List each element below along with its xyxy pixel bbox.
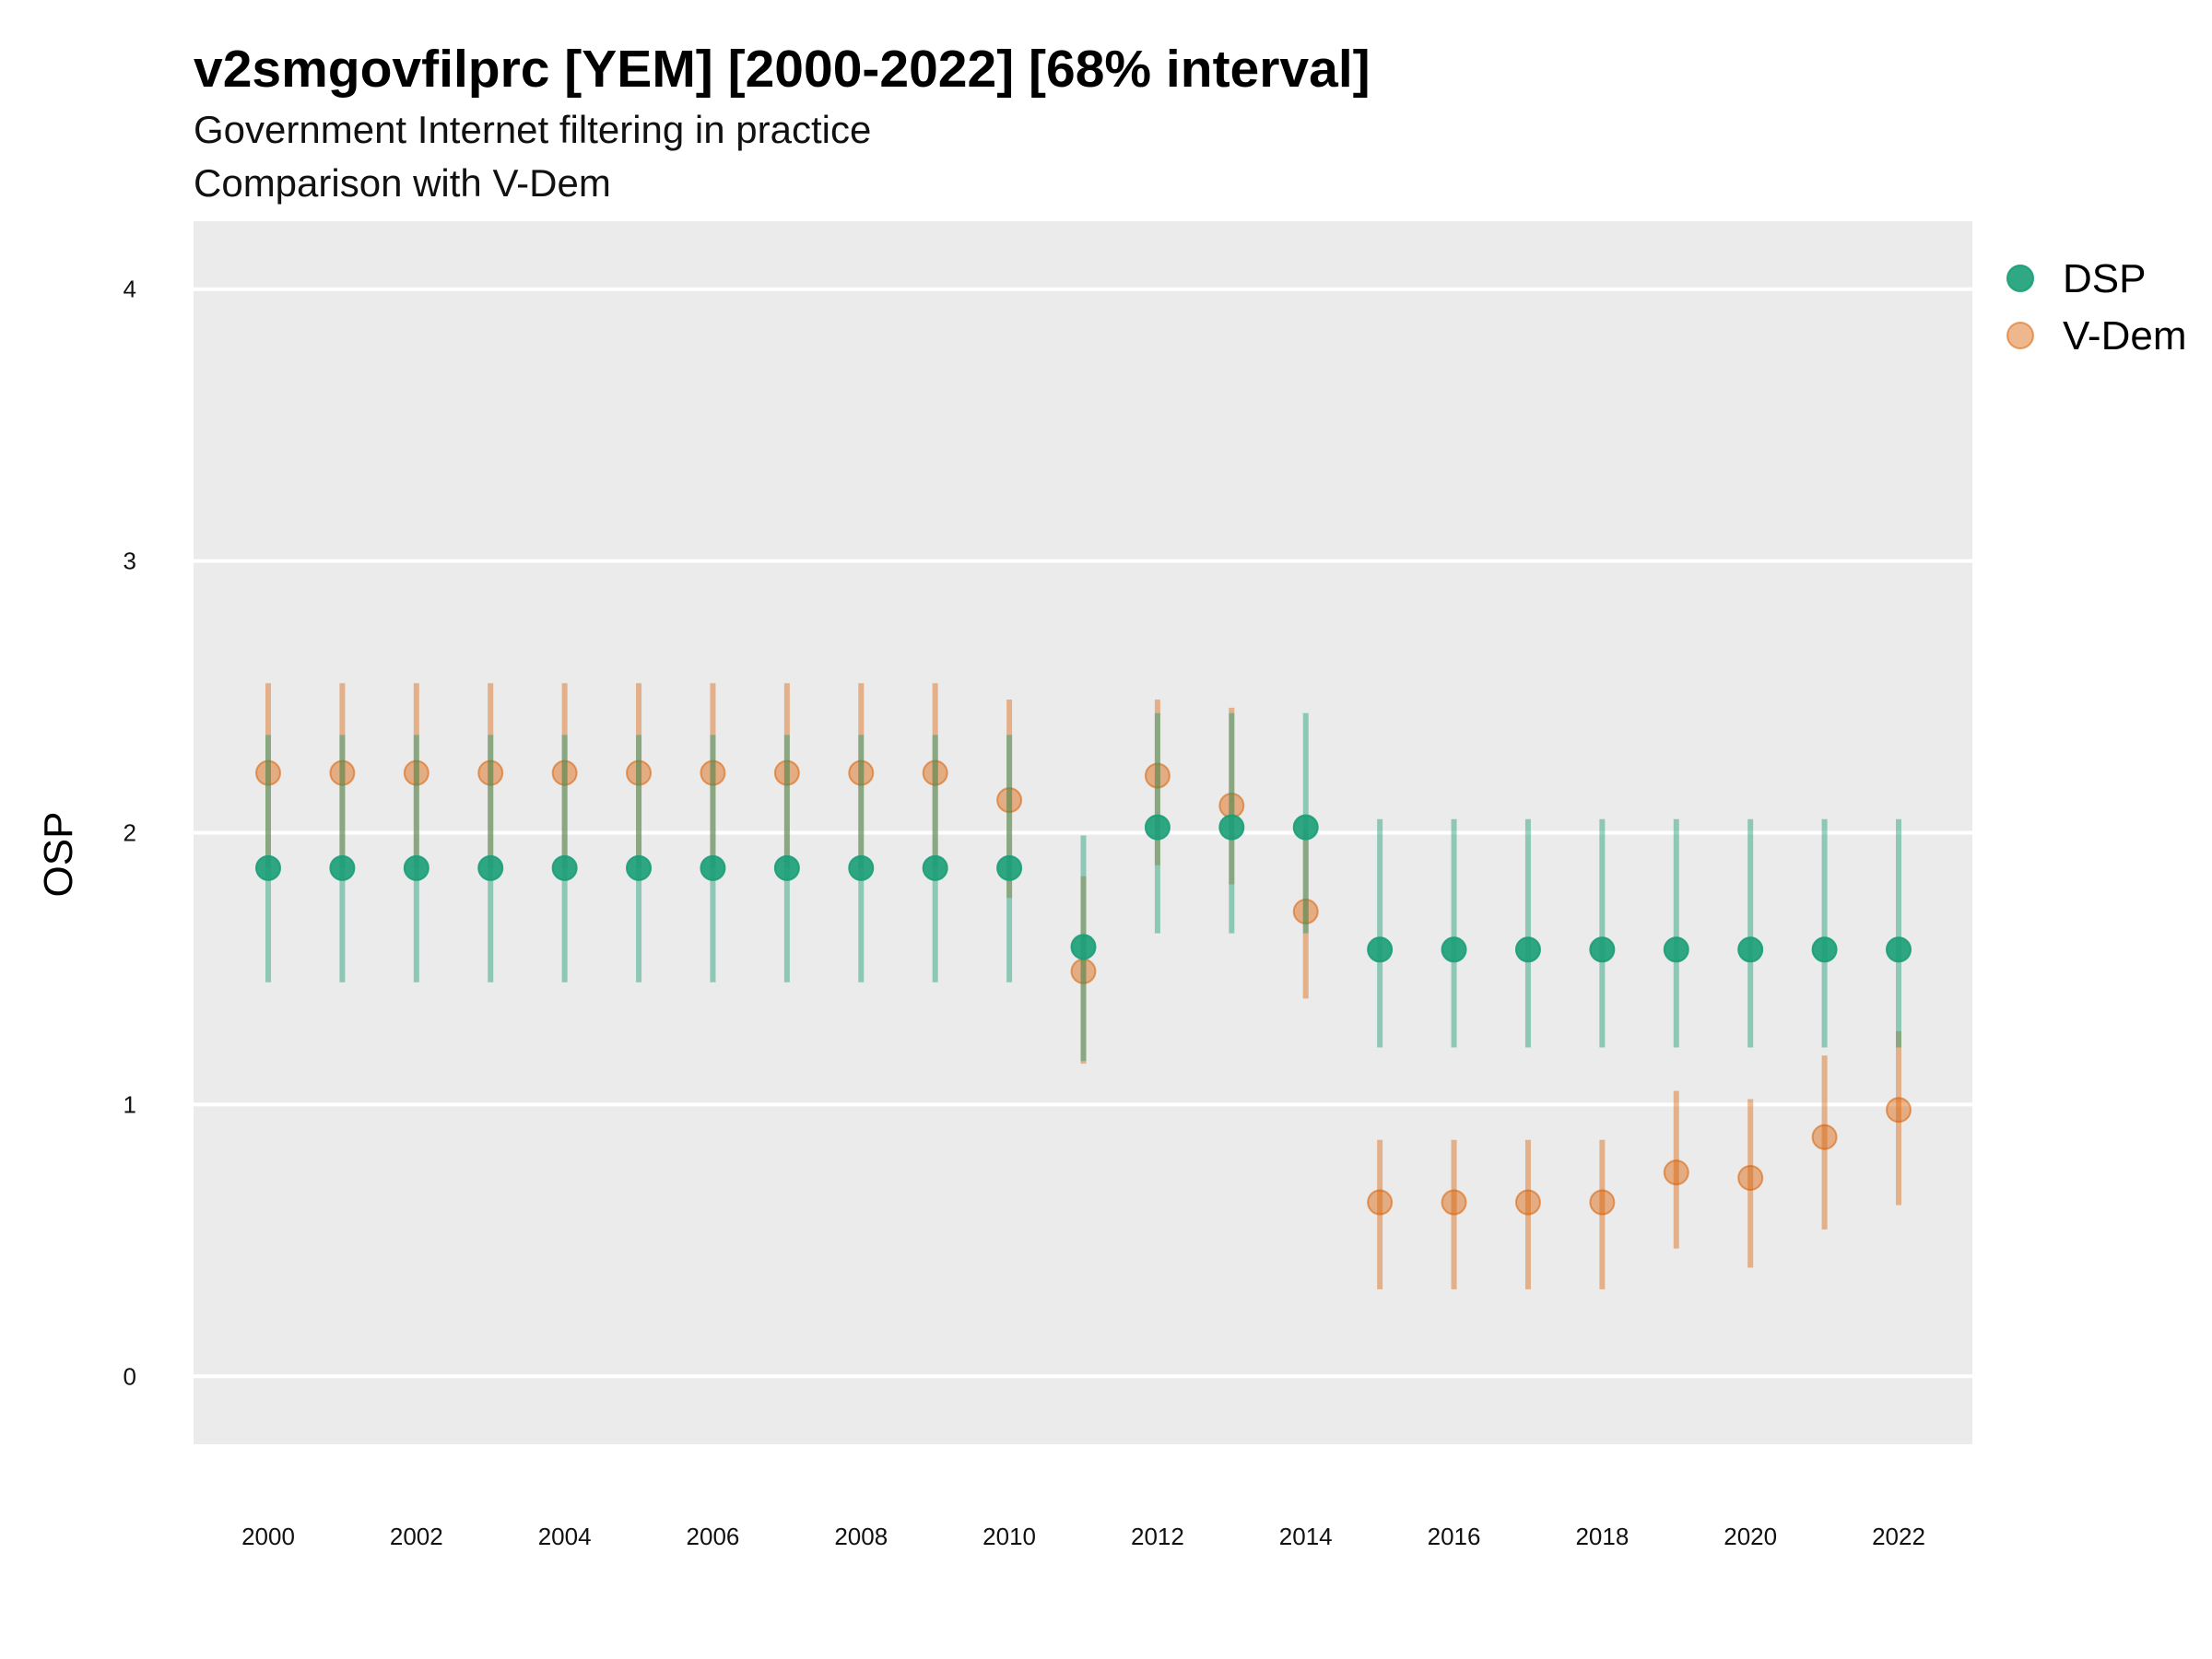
point-dsp-2018 [1589, 936, 1616, 963]
chart-subtitle: Government Internet filtering in practic… [194, 108, 871, 151]
point-v-dem-2006 [700, 759, 726, 786]
point-v-dem-2003 [477, 759, 504, 786]
point-v-dem-2009 [922, 759, 948, 786]
point-dsp-2021 [1811, 936, 1838, 963]
point-dsp-2011 [1070, 934, 1097, 960]
point-v-dem-2012 [1144, 762, 1171, 789]
point-dsp-2016 [1441, 936, 1467, 963]
y-tick-label-4: 4 [124, 276, 136, 303]
y-tick-label-0: 0 [124, 1362, 136, 1390]
x-tick-label-2002: 2002 [390, 1523, 443, 1550]
point-v-dem-2019 [1663, 1159, 1689, 1186]
chart-subtitle-2: Comparison with V-Dem [194, 161, 611, 205]
point-v-dem-2002 [403, 759, 429, 786]
x-tick-label-2016: 2016 [1428, 1523, 1481, 1550]
y-tick-labels: 0 1 2 3 4 [124, 276, 136, 1391]
y-axis-title: OSP [36, 812, 81, 898]
y-tick-label-3: 3 [124, 547, 136, 575]
point-dsp-2001 [329, 854, 356, 881]
series-layer [255, 683, 1912, 1289]
point-v-dem-2018 [1589, 1189, 1616, 1216]
point-dsp-2012 [1144, 814, 1171, 841]
legend-label-v-dem: V-Dem [2063, 313, 2186, 359]
point-dsp-2015 [1367, 936, 1394, 963]
point-dsp-2000 [255, 854, 281, 881]
x-tick-label-2014: 2014 [1279, 1523, 1333, 1550]
point-v-dem-2004 [551, 759, 578, 786]
point-v-dem-2017 [1514, 1189, 1541, 1216]
y-tick-label-1: 1 [124, 1090, 136, 1118]
chart-title: v2smgovfilprc [YEM] [2000-2022] [68% int… [194, 40, 1371, 99]
series-v-dem [255, 683, 1912, 1289]
x-tick-labels: 2000 2002 2004 2006 2008 2010 2012 2014 2016 2018… [241, 1523, 1925, 1550]
x-tick-label-2000: 2000 [241, 1523, 295, 1550]
x-tick-label-2018: 2018 [1575, 1523, 1629, 1550]
point-dsp-2019 [1663, 936, 1689, 963]
point-v-dem-2001 [329, 759, 356, 786]
point-dsp-2013 [1218, 814, 1245, 841]
point-v-dem-2005 [626, 759, 653, 786]
grid-lines [194, 287, 1972, 1379]
x-tick-label-2020: 2020 [1724, 1523, 1777, 1550]
y-tick-label-2: 2 [124, 819, 136, 847]
point-dsp-2002 [403, 854, 429, 881]
legend-key-v-dem [2006, 322, 2034, 349]
point-v-dem-2014 [1292, 899, 1319, 925]
point-v-dem-2021 [1811, 1124, 1838, 1150]
legend-label-dsp: DSP [2063, 256, 2146, 301]
point-v-dem-2000 [255, 759, 281, 786]
legend-key-dsp [2006, 265, 2034, 292]
point-v-dem-2010 [996, 787, 1023, 814]
point-dsp-2020 [1737, 936, 1764, 963]
point-v-dem-2016 [1441, 1189, 1467, 1216]
point-v-dem-2007 [773, 759, 800, 786]
point-dsp-2008 [848, 854, 875, 881]
point-v-dem-2022 [1886, 1097, 1912, 1124]
series-dsp [255, 712, 1912, 1062]
point-dsp-2004 [551, 854, 578, 881]
point-dsp-2010 [996, 854, 1023, 881]
point-dsp-2017 [1514, 936, 1541, 963]
point-v-dem-2008 [848, 759, 875, 786]
x-tick-label-2010: 2010 [982, 1523, 1036, 1550]
point-dsp-2014 [1292, 814, 1319, 841]
point-dsp-2003 [477, 854, 504, 881]
point-dsp-2022 [1886, 936, 1912, 963]
point-v-dem-2015 [1367, 1189, 1394, 1216]
point-dsp-2007 [773, 854, 800, 881]
legend: DSP V-Dem [2006, 256, 2186, 359]
point-v-dem-2020 [1737, 1165, 1764, 1192]
point-dsp-2005 [626, 854, 653, 881]
point-dsp-2009 [922, 854, 948, 881]
x-tick-label-2006: 2006 [687, 1523, 740, 1550]
x-tick-label-2012: 2012 [1131, 1523, 1184, 1550]
x-tick-label-2022: 2022 [1872, 1523, 1925, 1550]
point-dsp-2006 [700, 854, 726, 881]
x-tick-label-2008: 2008 [834, 1523, 888, 1550]
x-tick-label-2004: 2004 [538, 1523, 592, 1550]
